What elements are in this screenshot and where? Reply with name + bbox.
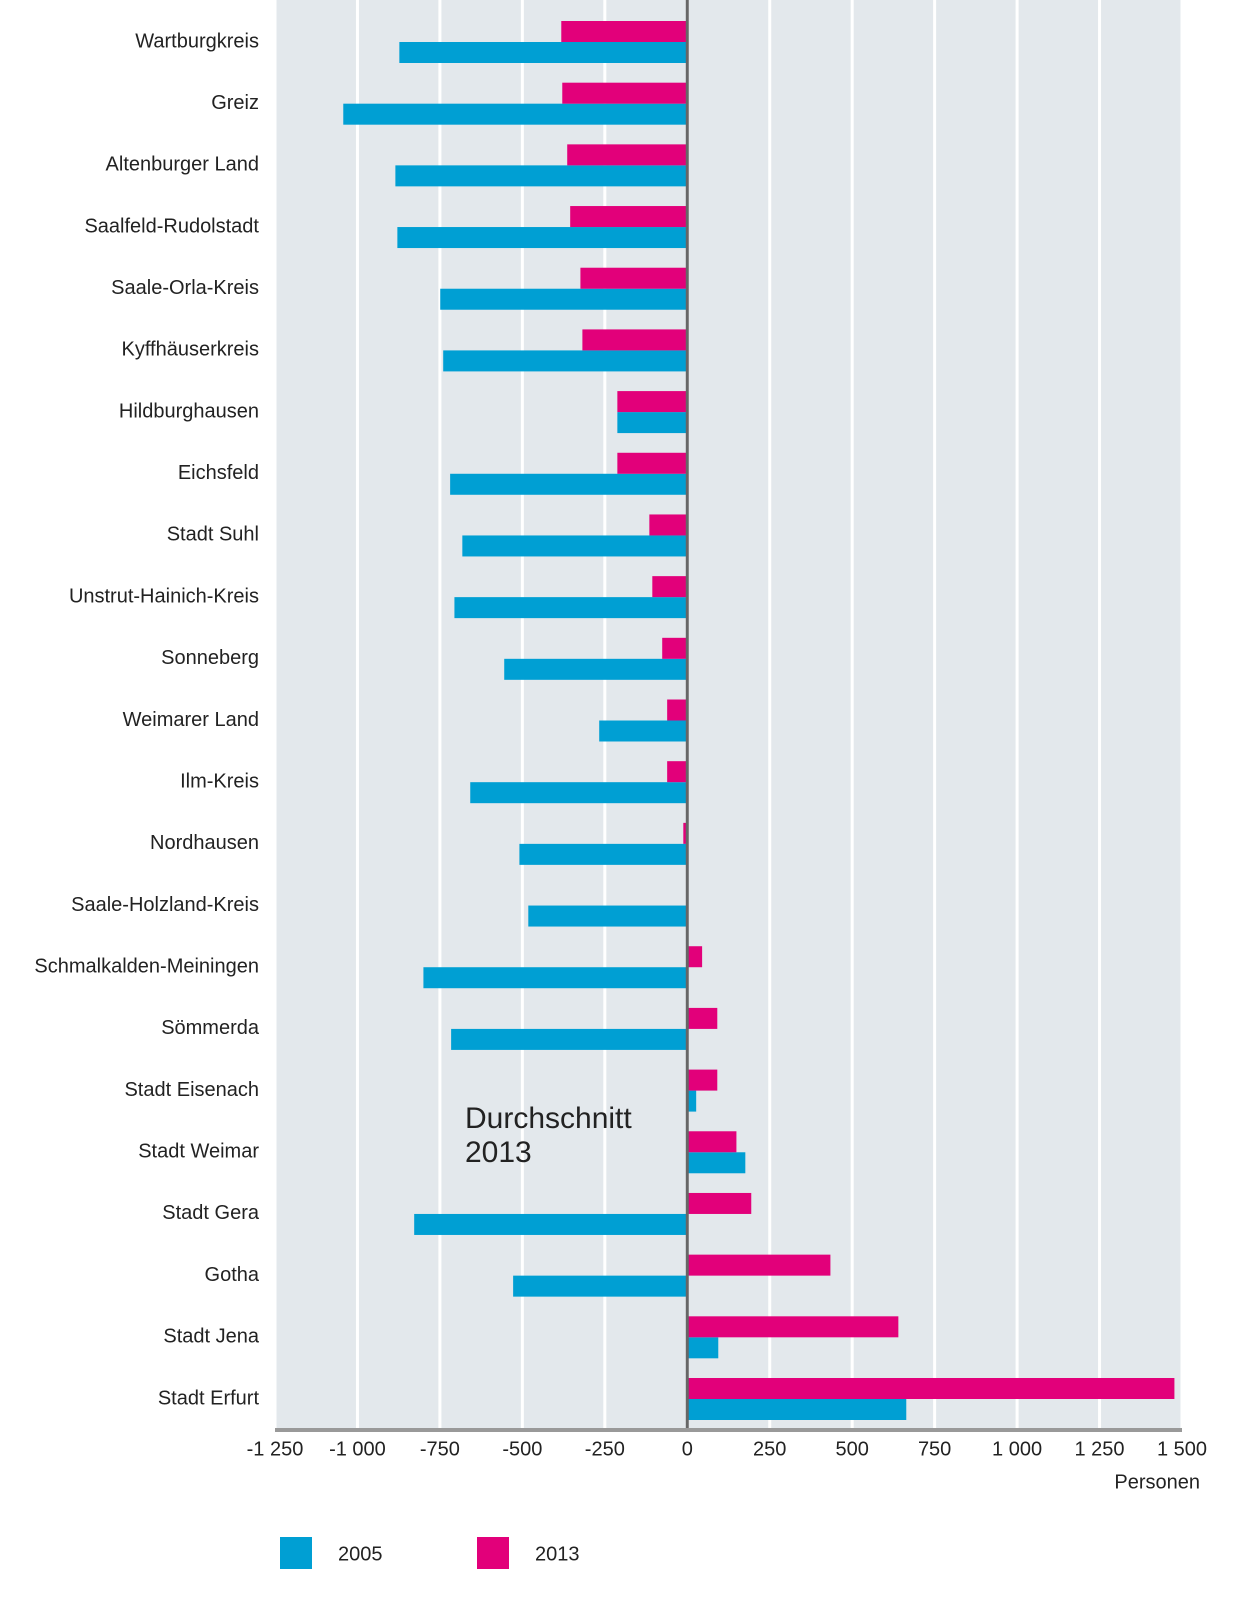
bar	[580, 267, 688, 289]
bar	[687, 946, 703, 968]
x-tick-label: 1 250	[1075, 1438, 1125, 1460]
y-tick-label: Sömmerda	[161, 1017, 260, 1039]
bar	[582, 329, 688, 351]
legend-label: 2013	[535, 1543, 580, 1565]
y-tick-label: Nordhausen	[150, 832, 259, 854]
legend-label: 2005	[338, 1543, 383, 1565]
x-tick-label: 1 000	[992, 1438, 1042, 1460]
x-tick-label: -250	[585, 1438, 625, 1460]
x-tick-label: 0	[682, 1438, 693, 1460]
y-tick-label: Saale-Orla-Kreis	[111, 277, 259, 299]
bar	[414, 1213, 688, 1235]
y-tick-label: Hildburghausen	[119, 400, 259, 422]
bar	[617, 452, 688, 474]
bar	[443, 350, 688, 372]
x-tick-label: 750	[918, 1438, 951, 1460]
y-tick-label: Saalfeld-Rudolstadt	[84, 215, 259, 237]
y-tick-label: Unstrut-Hainich-Kreis	[69, 585, 259, 607]
x-tick-label: 1 500	[1157, 1438, 1207, 1460]
bar	[561, 21, 688, 42]
bar	[667, 761, 688, 783]
bar	[687, 1254, 831, 1276]
x-tick-label: -1 000	[329, 1438, 386, 1460]
bar	[667, 699, 688, 721]
bar	[687, 1399, 907, 1420]
y-tick-label: Stadt Weimar	[138, 1141, 259, 1163]
y-tick-label: Eichsfeld	[178, 462, 259, 484]
bar	[562, 82, 688, 104]
y-tick-label: Altenburger Land	[106, 154, 259, 176]
bar	[687, 1069, 718, 1091]
bar	[652, 576, 688, 598]
bar	[504, 658, 688, 680]
bar	[617, 391, 688, 413]
y-tick-label: Kyffhäuserkreis	[122, 339, 259, 361]
bar	[513, 1275, 688, 1297]
bar	[470, 782, 688, 804]
bar	[687, 1090, 697, 1112]
x-tick-label: -750	[420, 1438, 460, 1460]
y-tick-label: Sonneberg	[161, 647, 259, 669]
y-tick-label: Stadt Jena	[163, 1326, 260, 1348]
bar	[687, 1131, 737, 1153]
x-tick-label: -500	[502, 1438, 542, 1460]
bar	[687, 1152, 746, 1174]
bar	[617, 412, 688, 434]
bar	[599, 720, 688, 742]
bar	[528, 905, 688, 927]
bar	[662, 637, 688, 659]
bar	[399, 42, 688, 63]
bar	[687, 1337, 719, 1359]
bar	[423, 967, 688, 989]
bar	[462, 535, 688, 557]
y-tick-label: Stadt Eisenach	[124, 1079, 259, 1101]
y-tick-label: Stadt Gera	[162, 1202, 260, 1224]
legend-swatch	[280, 1537, 312, 1569]
bar	[519, 843, 688, 865]
x-tick-label: 500	[835, 1438, 868, 1460]
y-tick-label: Ilm-Kreis	[180, 770, 259, 792]
y-tick-label: Schmalkalden-Meiningen	[34, 956, 259, 978]
bar	[570, 206, 688, 228]
y-tick-label: Weimarer Land	[123, 709, 259, 731]
bar	[649, 514, 688, 536]
x-tick-label: 250	[753, 1438, 786, 1460]
y-tick-label: Greiz	[211, 92, 259, 114]
bar	[687, 1316, 899, 1338]
y-tick-label: Wartburgkreis	[135, 30, 259, 52]
legend-swatch	[477, 1537, 509, 1569]
bar	[567, 144, 688, 166]
bar	[450, 473, 688, 495]
bar	[687, 1378, 1175, 1399]
x-tick-label: -1 250	[247, 1438, 304, 1460]
plot-background	[275, 0, 1182, 1430]
bar	[687, 1192, 752, 1214]
bar	[687, 1007, 718, 1029]
annotation: Durchschnitt	[465, 1102, 632, 1135]
bar	[451, 1028, 688, 1050]
y-tick-label: Stadt Erfurt	[158, 1387, 260, 1409]
bar	[395, 165, 688, 187]
bar	[397, 227, 688, 249]
annotation: 2013	[465, 1136, 532, 1169]
x-axis-label: Personen	[1114, 1471, 1200, 1493]
y-tick-label: Saale-Holzland-Kreis	[71, 894, 259, 916]
bar	[683, 822, 688, 844]
y-tick-label: Gotha	[205, 1264, 260, 1286]
y-tick-label: Stadt Suhl	[167, 524, 259, 546]
bar	[454, 597, 688, 619]
bar	[343, 103, 688, 125]
bar	[440, 288, 688, 310]
